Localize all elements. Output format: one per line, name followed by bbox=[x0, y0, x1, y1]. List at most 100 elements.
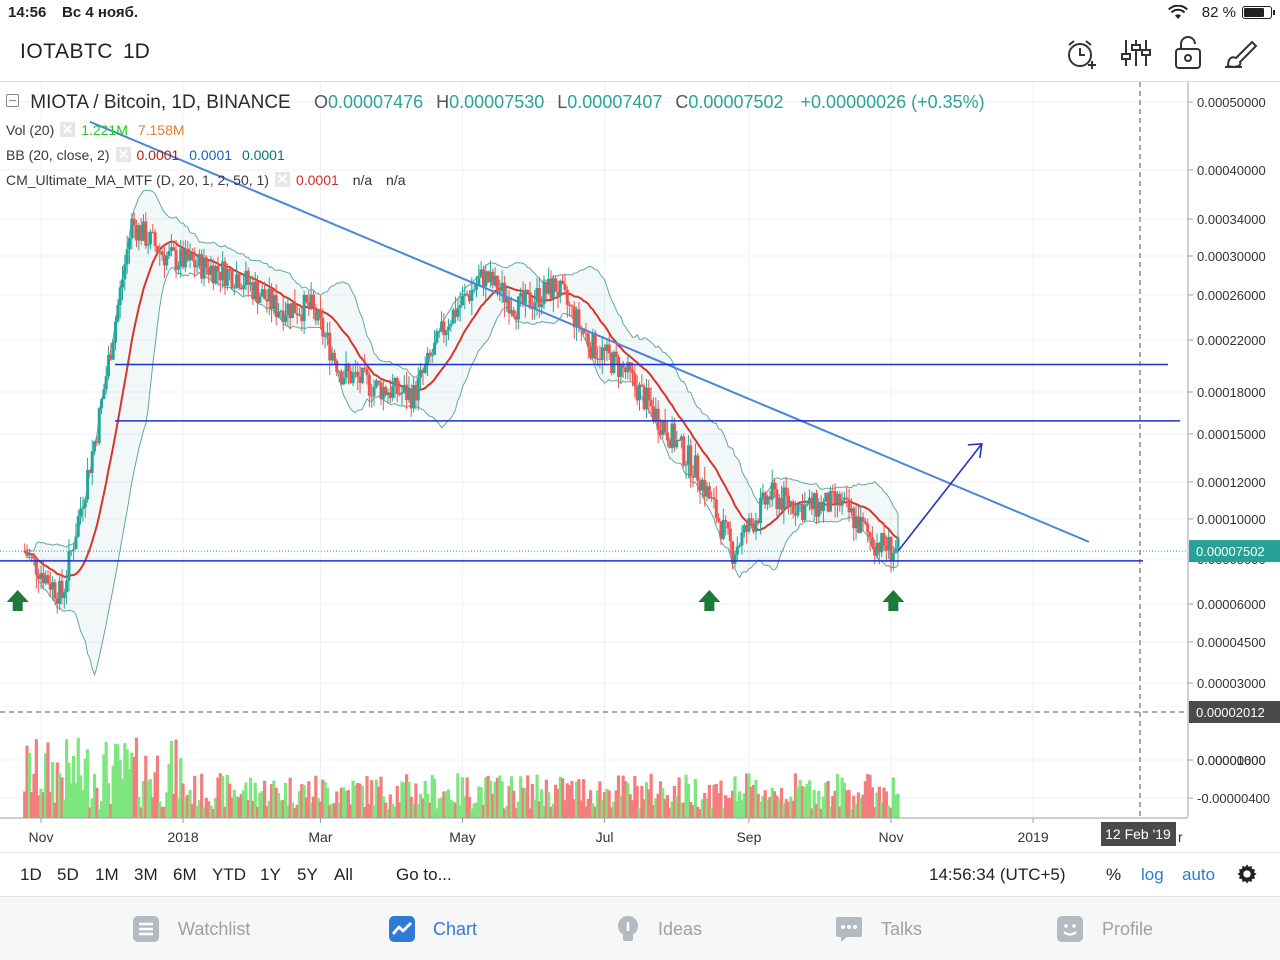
volume-bar bbox=[870, 787, 874, 818]
volume-bar bbox=[486, 775, 490, 818]
candle-body bbox=[856, 516, 860, 533]
candle-body bbox=[810, 497, 814, 510]
candle-body bbox=[719, 521, 723, 539]
candle-body bbox=[533, 302, 537, 309]
volume-bar bbox=[167, 763, 171, 818]
candle-body bbox=[25, 551, 29, 556]
candle-body bbox=[768, 496, 772, 500]
candle-body bbox=[582, 328, 586, 333]
candle-body bbox=[265, 299, 269, 302]
candle-body bbox=[223, 261, 227, 286]
legend-bb-row[interactable]: BB (20, close, 2) 0.0001 0.0001 0.0001 bbox=[6, 147, 285, 163]
range-1m[interactable]: 1M bbox=[95, 865, 119, 884]
volume-bar bbox=[211, 808, 215, 818]
range-1d[interactable]: 1D bbox=[20, 865, 42, 884]
volume-bar bbox=[416, 804, 420, 818]
candle-body bbox=[339, 371, 343, 385]
unlock-icon[interactable] bbox=[1170, 36, 1206, 70]
candle-body bbox=[409, 389, 413, 409]
volume-bar bbox=[884, 791, 888, 818]
range-6m[interactable]: 6M bbox=[173, 865, 197, 884]
volume-bar bbox=[628, 794, 632, 818]
tab-chart[interactable]: Chart bbox=[388, 897, 498, 960]
candle-body bbox=[735, 546, 739, 555]
range-ytd[interactable]: YTD bbox=[212, 865, 246, 884]
volume-bar bbox=[395, 785, 399, 818]
candle-body bbox=[621, 363, 625, 368]
auto-toggle[interactable]: auto bbox=[1182, 865, 1216, 884]
candle-body bbox=[672, 423, 676, 448]
gear-icon[interactable] bbox=[1236, 863, 1258, 885]
candle-body bbox=[870, 537, 874, 547]
alarm-add-icon[interactable] bbox=[1064, 36, 1100, 70]
projection-arrow bbox=[897, 442, 983, 552]
candle-body bbox=[698, 480, 702, 491]
chart-area[interactable]: 0.00050000 0.00040000 0.00034000 0.00030000… bbox=[0, 82, 1280, 852]
candle-body bbox=[889, 537, 893, 561]
tab-profile[interactable]: Profile bbox=[1056, 897, 1176, 960]
candle-body bbox=[845, 497, 849, 500]
candle-body bbox=[514, 315, 518, 320]
candle-body bbox=[402, 384, 406, 393]
legend-cm-row[interactable]: CM_Ultimate_MA_MTF (D, 20, 1, 2, 50, 1) 0… bbox=[6, 172, 406, 188]
range-5d[interactable]: 5D bbox=[57, 865, 79, 884]
price-tick-label: 0.00001000 bbox=[1197, 753, 1266, 768]
drawing-tools-icon[interactable] bbox=[1222, 36, 1258, 70]
remove-cm-icon[interactable] bbox=[274, 172, 290, 187]
range-1y[interactable]: 1Y bbox=[260, 865, 281, 884]
candle-body bbox=[677, 440, 681, 442]
goto-button[interactable]: Go to... bbox=[396, 865, 452, 884]
volume-bar bbox=[707, 784, 711, 818]
tab-watchlist[interactable]: Watchlist bbox=[132, 897, 272, 960]
legend-volume-row[interactable]: Vol (20) 1.221M 7.158M bbox=[6, 122, 185, 138]
volume-bar bbox=[118, 760, 122, 818]
candle-body bbox=[661, 421, 665, 435]
candle-body bbox=[589, 346, 593, 358]
volume-bar bbox=[451, 801, 455, 818]
volume-bar bbox=[463, 796, 467, 818]
candle-body bbox=[367, 374, 371, 396]
volume-bar bbox=[244, 782, 248, 818]
interval-button[interactable]: 1D bbox=[123, 40, 150, 63]
volume-bar bbox=[253, 782, 257, 818]
price-chart[interactable]: 0.00050000 0.00040000 0.00034000 0.00030000… bbox=[0, 82, 1280, 852]
remove-volume-icon[interactable] bbox=[60, 122, 76, 137]
candle-body bbox=[747, 518, 751, 532]
volume-bar bbox=[609, 807, 614, 818]
volume-bar bbox=[393, 806, 397, 818]
volume-bar bbox=[204, 797, 208, 818]
volume-bar bbox=[600, 800, 604, 818]
volume-bar bbox=[23, 791, 27, 818]
timezone-clock[interactable]: 14:56:34 (UTC+5) bbox=[929, 865, 1066, 884]
tab-ideas[interactable]: Ideas bbox=[614, 897, 724, 960]
volume-bar bbox=[384, 802, 388, 818]
collapse-legend-icon[interactable] bbox=[6, 94, 19, 107]
volume-bar bbox=[856, 792, 860, 818]
volume-bar bbox=[439, 797, 444, 818]
range-all[interactable]: All bbox=[334, 865, 353, 884]
volume-bar bbox=[437, 798, 441, 818]
volume-bar bbox=[465, 777, 469, 818]
volume-bar bbox=[409, 796, 413, 818]
range-5y[interactable]: 5Y bbox=[297, 865, 318, 884]
candle-body bbox=[705, 486, 709, 497]
remove-bb-icon[interactable] bbox=[115, 147, 131, 162]
candle-body bbox=[109, 355, 113, 360]
time-tick-label: Jul bbox=[596, 829, 614, 845]
volume-bar bbox=[875, 792, 879, 818]
volume-bar bbox=[176, 797, 180, 818]
log-toggle[interactable]: log bbox=[1141, 865, 1164, 884]
volume-bar bbox=[377, 786, 381, 818]
indicators-icon[interactable] bbox=[1118, 36, 1154, 70]
tab-talks[interactable]: Talks bbox=[835, 897, 945, 960]
volume-bar bbox=[814, 803, 819, 818]
volume-bar bbox=[183, 796, 187, 818]
volume-bar bbox=[689, 802, 693, 818]
symbol-button[interactable]: IOTABTC bbox=[20, 40, 113, 63]
volume-bar bbox=[668, 807, 672, 818]
percent-toggle[interactable]: % bbox=[1106, 865, 1122, 884]
range-3m[interactable]: 3M bbox=[134, 865, 158, 884]
candle-body bbox=[633, 373, 637, 387]
volume-bar bbox=[379, 776, 383, 818]
volume-bar bbox=[72, 755, 76, 818]
